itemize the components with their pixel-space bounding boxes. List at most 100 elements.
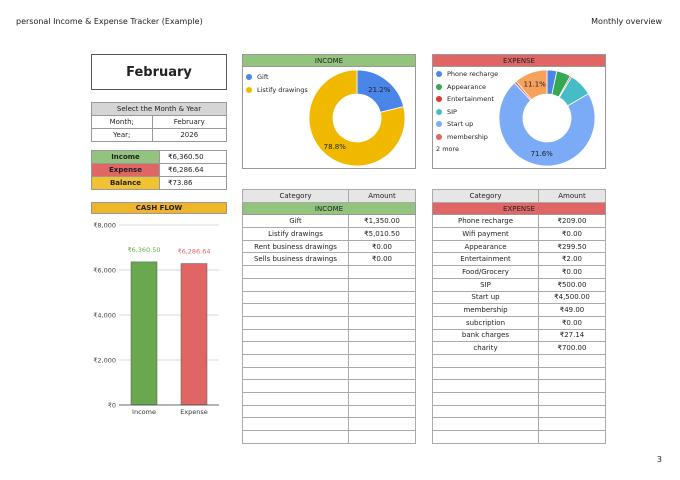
amount-cell[interactable]	[348, 303, 416, 317]
category-cell[interactable]: charity	[432, 341, 539, 355]
amount-cell[interactable]	[348, 328, 416, 343]
amount-cell[interactable]: ₹700.00	[538, 341, 606, 355]
category-cell[interactable]: Listify drawings	[242, 227, 349, 241]
table-row	[432, 417, 606, 432]
amount-cell[interactable]	[538, 417, 606, 432]
legend-item: Appearance	[436, 81, 498, 94]
table-row: Start up ₹4,500.00	[432, 290, 606, 305]
bar	[130, 261, 158, 406]
category-cell[interactable]	[242, 277, 349, 292]
legend-label: Entertainment	[447, 95, 494, 104]
category-cell[interactable]: bank charges	[432, 328, 539, 343]
amount-cell[interactable]: ₹299.50	[538, 239, 606, 254]
category-cell[interactable]	[242, 392, 349, 406]
category-cell[interactable]	[242, 328, 349, 343]
legend-swatch	[246, 74, 252, 81]
category-cell[interactable]	[242, 290, 349, 305]
expense-value: ₹6,286.64	[159, 163, 227, 177]
category-cell[interactable]: Start up	[432, 290, 539, 305]
table-row	[432, 404, 606, 419]
amount-cell[interactable]: ₹49.00	[538, 303, 606, 317]
amount-cell[interactable]	[348, 366, 416, 381]
amount-cell[interactable]	[348, 265, 416, 279]
category-cell[interactable]: subcription	[432, 315, 539, 330]
expense-label: Expense	[91, 163, 160, 177]
category-cell[interactable]: SIP	[432, 277, 539, 292]
category-cell[interactable]: Wifi payment	[432, 227, 539, 241]
amount-cell[interactable]: ₹27.14	[538, 328, 606, 343]
amount-cell[interactable]: ₹500.00	[538, 277, 606, 292]
category-cell[interactable]	[432, 392, 539, 406]
amount-cell[interactable]	[348, 404, 416, 419]
category-cell[interactable]	[432, 404, 539, 419]
category-cell[interactable]	[242, 430, 349, 444]
category-cell[interactable]	[432, 379, 539, 393]
amount-cell[interactable]: ₹5,010.50	[348, 227, 416, 241]
column-header-amount: Amount	[348, 189, 416, 203]
amount-cell[interactable]: ₹1,350.00	[348, 214, 416, 229]
category-cell[interactable]	[432, 417, 539, 432]
amount-cell[interactable]	[348, 277, 416, 292]
y-tick-label: ₹0	[108, 402, 116, 410]
category-cell[interactable]	[242, 379, 349, 393]
income-value: ₹6,360.50	[159, 150, 227, 164]
amount-cell[interactable]	[348, 379, 416, 393]
amount-cell[interactable]: ₹0.00	[538, 265, 606, 279]
table-row: Phone recharge ₹209.00	[432, 214, 606, 229]
category-cell[interactable]	[242, 341, 349, 355]
table-row	[432, 392, 606, 406]
year-label: Year;	[91, 128, 153, 142]
amount-cell[interactable]: ₹0.00	[348, 239, 416, 254]
category-cell[interactable]	[432, 430, 539, 444]
amount-cell[interactable]	[538, 379, 606, 393]
balance-label: Balance	[91, 176, 160, 190]
category-cell[interactable]	[242, 404, 349, 419]
year-dropdown[interactable]: 2026	[151, 128, 228, 142]
category-cell[interactable]: Rent business drawings	[242, 239, 349, 254]
amount-cell[interactable]	[538, 353, 606, 368]
amount-cell[interactable]	[348, 290, 416, 305]
amount-cell[interactable]: ₹0.00	[538, 315, 606, 330]
slice-label: 21.2%	[368, 86, 391, 94]
amount-cell[interactable]	[538, 404, 606, 419]
amount-cell[interactable]	[348, 353, 416, 368]
month-dropdown[interactable]: February	[151, 115, 228, 129]
amount-cell[interactable]	[348, 392, 416, 406]
category-cell[interactable]	[242, 265, 349, 279]
category-cell[interactable]: Sells business drawings	[242, 252, 349, 267]
amount-cell[interactable]	[348, 341, 416, 355]
amount-cell[interactable]	[538, 366, 606, 381]
category-cell[interactable]: Food/Grocery	[432, 265, 539, 279]
amount-cell[interactable]	[348, 430, 416, 444]
amount-cell[interactable]: ₹0.00	[538, 227, 606, 241]
amount-cell[interactable]: ₹0.00	[348, 252, 416, 267]
table-row	[432, 353, 606, 368]
category-cell[interactable]	[242, 315, 349, 330]
table-row	[242, 353, 416, 368]
legend-more[interactable]: 2 more	[436, 145, 460, 154]
document-title: personal Income & Expense Tracker (Examp…	[16, 17, 203, 26]
amount-cell[interactable]	[348, 315, 416, 330]
category-cell[interactable]	[242, 303, 349, 317]
amount-cell[interactable]	[538, 430, 606, 444]
category-cell[interactable]: Entertainment	[432, 252, 539, 267]
category-cell[interactable]: membership	[432, 303, 539, 317]
cash-flow-title: CASH FLOW	[91, 202, 227, 214]
category-cell[interactable]	[242, 417, 349, 432]
category-cell[interactable]: Gift	[242, 214, 349, 229]
amount-cell[interactable]: ₹2.00	[538, 252, 606, 267]
table-row: charity ₹700.00	[432, 341, 606, 355]
category-cell[interactable]	[242, 353, 349, 368]
category-cell[interactable]	[432, 366, 539, 381]
legend-label: Gift	[257, 73, 269, 82]
amount-cell[interactable]: ₹4,500.00	[538, 290, 606, 305]
category-cell[interactable]	[242, 366, 349, 381]
amount-cell[interactable]	[538, 392, 606, 406]
category-cell[interactable]: Appearance	[432, 239, 539, 254]
category-cell[interactable]: Phone recharge	[432, 214, 539, 229]
table-row	[242, 290, 416, 305]
category-cell[interactable]	[432, 353, 539, 368]
amount-cell[interactable]: ₹209.00	[538, 214, 606, 229]
amount-cell[interactable]	[348, 417, 416, 432]
legend-swatch	[246, 86, 252, 93]
